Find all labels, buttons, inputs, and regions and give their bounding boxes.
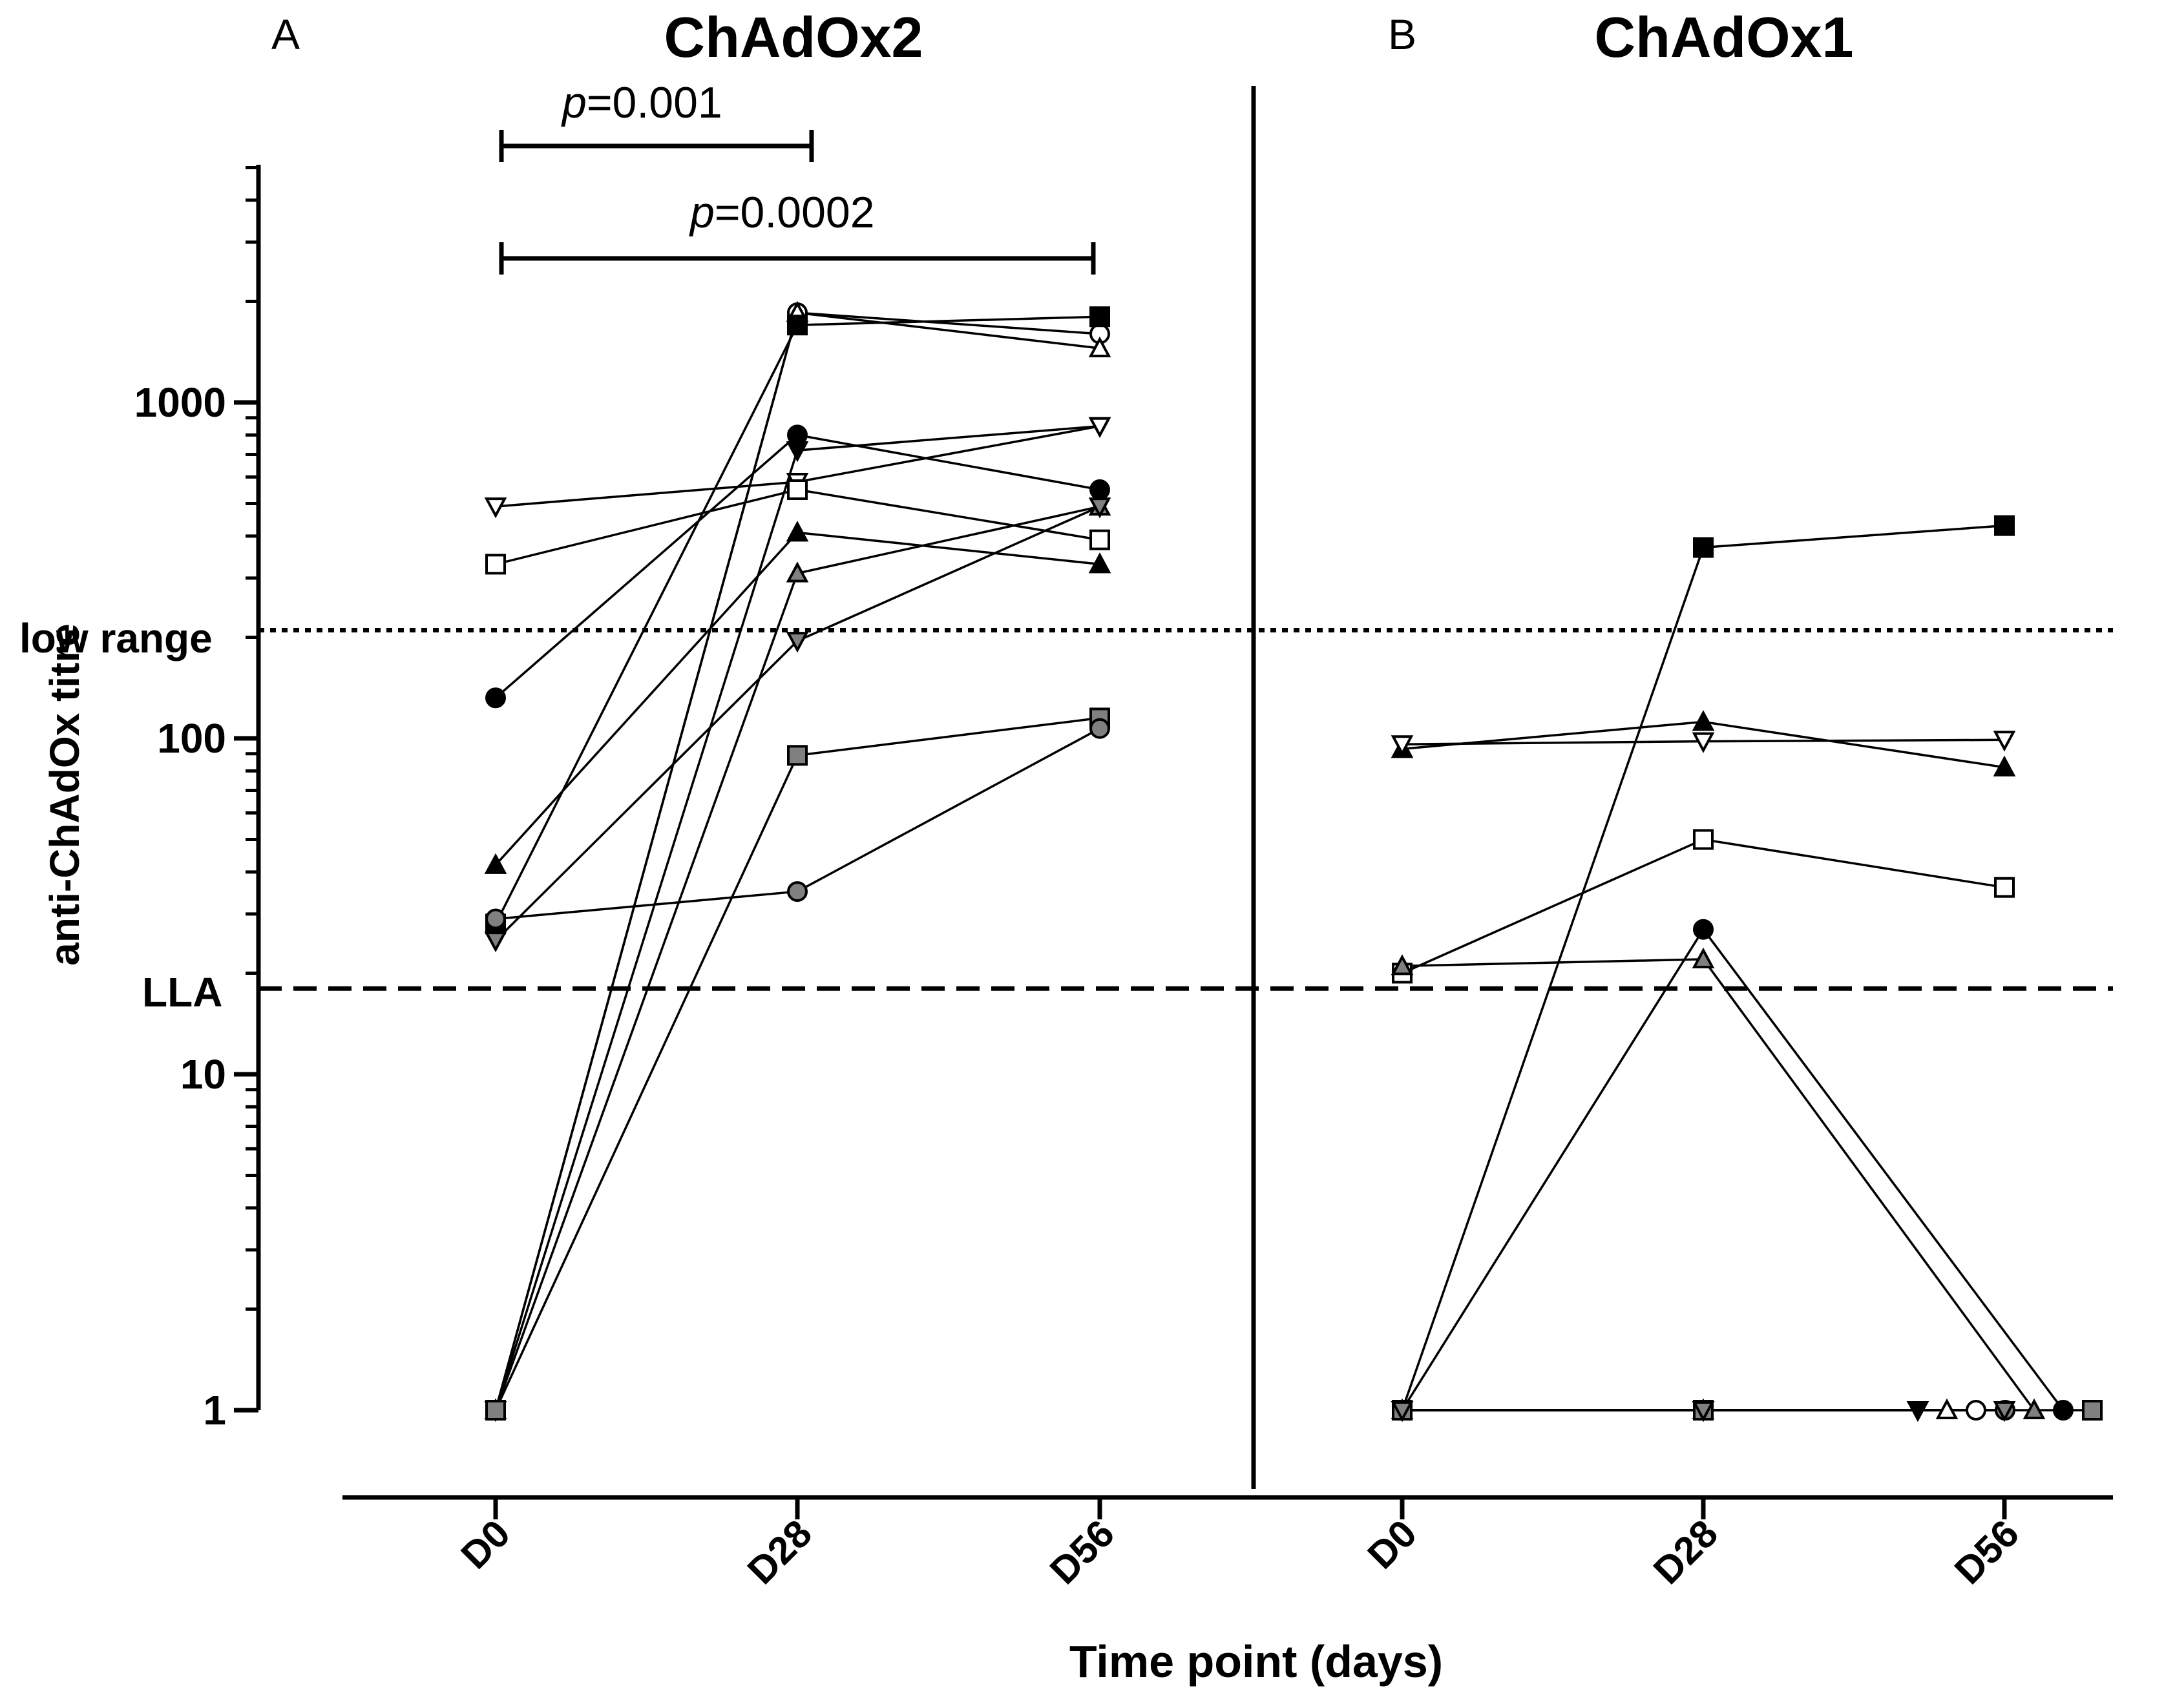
data-point <box>787 315 808 336</box>
data-point <box>485 1400 506 1421</box>
data-point <box>787 881 808 902</box>
ref-label-lla: LLA <box>142 969 222 1015</box>
y-ticks: 1 10 100 1000 <box>134 166 258 1433</box>
data-point <box>1993 731 2016 752</box>
data-point <box>1693 537 1714 558</box>
series-markers <box>484 300 2103 1422</box>
series-lines <box>494 311 2092 1411</box>
data-point <box>1089 306 1110 328</box>
x-ticks: D0 D28 D56 D0 D28 D56 <box>453 1497 2027 1592</box>
x-axis-label: Time point (days) <box>1069 1636 1443 1687</box>
data-point <box>1935 1398 1959 1419</box>
data-point <box>484 932 507 953</box>
data-point <box>1391 1401 1414 1422</box>
data-point <box>786 561 809 583</box>
data-point <box>1993 1401 2016 1422</box>
x-tick-label: D28 <box>1645 1512 1726 1592</box>
y-axis-label: anti-ChAdOx titre <box>41 623 88 966</box>
x-tick-label: D0 <box>453 1512 519 1578</box>
significance-bracket-2: p=0.0002 <box>499 188 1096 275</box>
x-tick-label: D56 <box>1042 1512 1122 1592</box>
data-point <box>1966 1400 1986 1421</box>
data-point <box>787 479 808 501</box>
data-point <box>485 908 506 930</box>
svg-text:p=0.001: p=0.001 <box>561 78 722 127</box>
data-point <box>1088 497 1111 519</box>
x-tick-label: D28 <box>739 1512 820 1592</box>
y-tick-label: 1 <box>203 1387 226 1433</box>
svg-text:p=0.0002: p=0.0002 <box>689 188 875 237</box>
x-tick-label: D56 <box>1946 1512 2027 1592</box>
series-line <box>494 716 1100 1411</box>
data-point <box>1906 1401 1929 1422</box>
data-point <box>786 521 809 542</box>
y-tick-label: 10 <box>180 1051 226 1098</box>
y-tick-label: 100 <box>157 715 226 762</box>
series-line <box>1401 927 2065 1411</box>
ref-label-low-range: low range <box>19 615 213 661</box>
data-point <box>484 853 507 874</box>
data-point <box>786 632 809 653</box>
data-point <box>1693 829 1714 850</box>
data-point <box>1692 1401 1715 1422</box>
p-value-2: =0.0002 <box>715 188 875 237</box>
data-point <box>787 745 808 766</box>
panel-letter-b: B <box>1388 10 1416 58</box>
data-point <box>1994 515 2015 536</box>
data-point <box>1088 336 1111 358</box>
data-point <box>1391 954 1414 975</box>
data-point <box>2082 1400 2103 1421</box>
y-tick-label: 1000 <box>134 379 226 426</box>
series-line <box>1402 958 2035 1411</box>
significance-bracket-1: p=0.001 <box>499 78 814 162</box>
panel-title-chadox2: ChAdOx2 <box>664 5 923 69</box>
data-point <box>485 554 506 575</box>
data-point <box>1692 710 1715 731</box>
p-symbol-1: p <box>561 78 587 127</box>
data-point <box>1088 417 1111 438</box>
data-point <box>1089 529 1110 550</box>
data-point <box>2023 1398 2046 1419</box>
data-point <box>1089 718 1110 739</box>
reference-lines <box>258 627 2113 991</box>
panel-letter-a: A <box>271 10 300 58</box>
data-point <box>1993 755 2016 776</box>
data-point <box>1693 919 1714 940</box>
p-symbol-2: p <box>689 188 715 237</box>
data-point <box>1994 877 2015 898</box>
x-tick-label: D0 <box>1360 1512 1425 1578</box>
data-point <box>485 687 506 709</box>
data-point <box>1692 732 1715 753</box>
panel-title-chadox1: ChAdOx1 <box>1595 5 1854 69</box>
data-point <box>484 497 507 519</box>
data-point <box>1692 947 1715 968</box>
p-value-1: =0.001 <box>587 78 722 127</box>
data-point <box>2053 1400 2074 1421</box>
data-point <box>786 441 809 463</box>
data-point <box>1088 552 1111 574</box>
series-line <box>494 531 1100 866</box>
data-point <box>1391 735 1414 756</box>
